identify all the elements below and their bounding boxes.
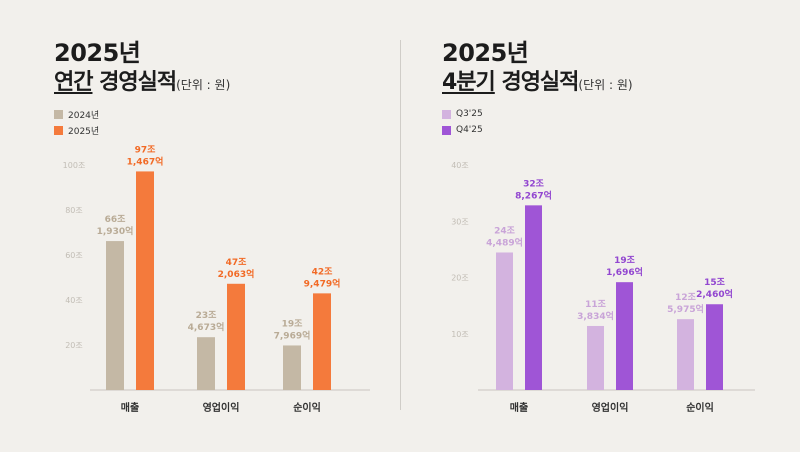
data-label-eok: 4,673억	[188, 321, 225, 333]
bar	[587, 325, 604, 390]
y-tick-label: 10조	[451, 330, 469, 339]
legend-swatch	[54, 109, 63, 119]
y-tick-label: 20조	[451, 274, 469, 283]
data-label-eok: 4,489억	[486, 236, 523, 248]
right-legend: Q3'25 Q4'25	[442, 106, 483, 138]
right-title-year: 2025년	[442, 39, 529, 67]
bar	[106, 241, 124, 390]
data-label-jo: 11조	[585, 299, 607, 310]
category-label: 영업이익	[203, 401, 240, 414]
right-title-unit: (단위 : 원)	[578, 78, 633, 92]
data-label-eok: 7,969억	[274, 329, 311, 341]
data-label-eok: 2,063억	[218, 268, 255, 280]
legend-label: 2024년	[68, 110, 100, 121]
bar	[496, 252, 513, 390]
data-label-jo: 23조	[196, 310, 218, 321]
data-label-jo: 66조	[105, 214, 127, 225]
data-label-jo: 97조	[135, 144, 157, 155]
bar	[706, 304, 723, 390]
category-label: 영업이익	[592, 401, 629, 414]
data-label-jo: 12조	[675, 292, 697, 303]
data-label-eok: 1,467억	[127, 155, 164, 167]
data-label-eok: 9,479억	[304, 277, 341, 289]
data-label-eok: 3,834억	[577, 310, 614, 322]
category-label: 순이익	[293, 401, 321, 414]
data-label-eok: 1,696억	[606, 266, 643, 278]
bar	[313, 293, 331, 390]
left-title-unit: (단위 : 원)	[176, 78, 231, 92]
legend-swatch	[54, 125, 63, 135]
legend-swatch	[442, 125, 451, 135]
left-legend-item-2025: 2025년	[54, 122, 99, 138]
bar	[677, 319, 694, 390]
data-label-jo: 42조	[312, 266, 334, 277]
bar	[525, 205, 542, 390]
right-legend-item-q3: Q3'25	[442, 106, 483, 122]
data-label-eok: 5,975억	[667, 303, 704, 315]
category-label: 매출	[121, 401, 139, 414]
legend-swatch	[442, 109, 451, 119]
panel-divider	[400, 40, 401, 410]
left-title-rest: 경영실적	[92, 70, 177, 95]
right-legend-item-q4: Q4'25	[442, 122, 483, 138]
data-label-jo: 32조	[523, 178, 545, 189]
left-legend: 2024년 2025년	[54, 106, 99, 138]
y-tick-label: 20조	[65, 341, 83, 350]
left-legend-item-2024: 2024년	[54, 106, 99, 122]
bar	[616, 282, 633, 390]
category-label: 순이익	[686, 401, 714, 414]
left-title-year: 2025년	[54, 39, 141, 67]
data-label-jo: 24조	[494, 225, 516, 236]
data-label-eok: 8,267억	[515, 189, 552, 201]
y-tick-label: 30조	[451, 217, 469, 226]
data-label-jo: 15조	[704, 277, 726, 288]
y-tick-label: 40조	[451, 161, 469, 170]
right-panel-title: 2025년 4분기 경영실적(단위 : 원)	[442, 38, 633, 100]
data-label-eok: 2,460억	[696, 288, 733, 300]
data-label-jo: 19조	[614, 255, 636, 266]
legend-label: Q3'25	[456, 109, 483, 119]
legend-label: Q4'25	[456, 125, 483, 135]
right-title-rest: 경영실적	[494, 70, 579, 95]
bar	[227, 283, 245, 390]
y-tick-label: 40조	[65, 296, 83, 305]
bar	[283, 345, 301, 390]
y-tick-label: 60조	[65, 251, 83, 260]
right-title-underlined: 4분기	[442, 70, 496, 95]
data-label-eok: 1,930억	[97, 225, 134, 237]
bar	[197, 337, 215, 390]
left-panel-title: 2025년 연간 경영실적(단위 : 원)	[54, 38, 230, 100]
left-title-underlined: 연간	[54, 70, 93, 95]
bar	[136, 171, 154, 390]
y-tick-label: 80조	[65, 206, 83, 215]
data-label-jo: 19조	[282, 318, 304, 329]
legend-label: 2025년	[68, 126, 100, 137]
data-label-jo: 47조	[226, 257, 248, 268]
y-tick-label: 100조	[63, 161, 86, 170]
category-label: 매출	[510, 401, 528, 414]
